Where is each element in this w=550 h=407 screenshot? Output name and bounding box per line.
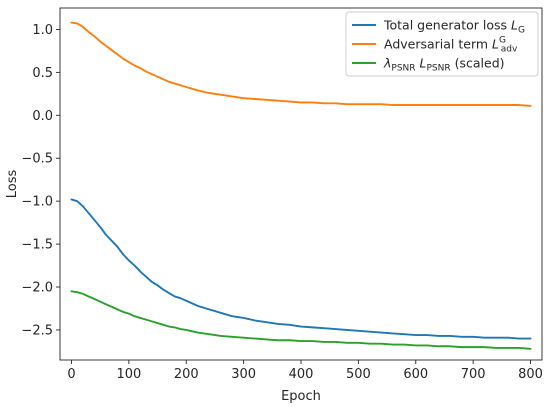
x-tick-label: 0 xyxy=(67,367,75,382)
x-tick-label: 400 xyxy=(289,367,314,382)
series-line-1 xyxy=(70,21,532,107)
y-tick-label: −2.5 xyxy=(21,323,53,338)
x-axis-label: Epoch xyxy=(281,389,321,404)
x-tick-label: 700 xyxy=(461,367,486,382)
legend: Total generator loss LG Adversarial term… xyxy=(345,11,539,77)
y-tick-label: −0.5 xyxy=(21,152,53,167)
series-layer xyxy=(70,21,532,350)
x-tick-label: 200 xyxy=(174,367,199,382)
series-line-0 xyxy=(70,198,532,340)
y-tick-label: 1.0 xyxy=(32,23,53,38)
y-tick-label: 0.0 xyxy=(32,109,53,124)
x-tick-label: 800 xyxy=(518,367,543,382)
x-tick-label: 300 xyxy=(231,367,256,382)
tick-layer: 0 100 200 300 400 500 600 700 800 1.0 0.5 0.0 −0.5 −1… xyxy=(21,23,543,382)
y-tick-label: −2.0 xyxy=(21,281,53,296)
series-line-2 xyxy=(70,290,532,350)
x-tick-label: 500 xyxy=(346,367,371,382)
legend-box xyxy=(345,11,539,77)
plot-frame xyxy=(59,7,543,361)
y-axis-label: Loss xyxy=(5,170,20,199)
legend-label-2: λPSNR LPSNR (scaled) xyxy=(383,56,505,74)
x-tick-label: 100 xyxy=(116,367,141,382)
legend-label-1: Adversarial term LG adv xyxy=(384,36,518,55)
y-tick-label: −1.5 xyxy=(21,238,53,253)
legend-label-0: Total generator loss LG xyxy=(383,18,525,36)
y-tick-label: 0.5 xyxy=(32,66,53,81)
x-tick-label: 600 xyxy=(403,367,428,382)
y-tick-label: −1.0 xyxy=(21,195,53,210)
